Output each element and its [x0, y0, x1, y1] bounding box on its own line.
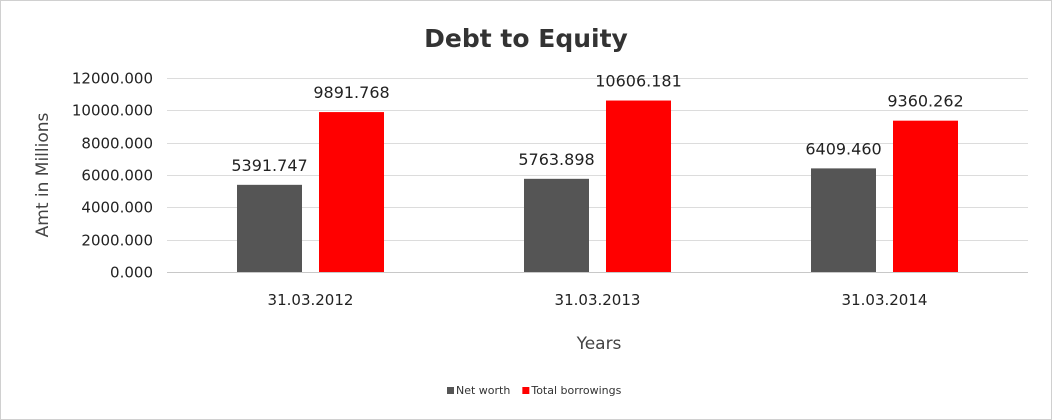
x-category-label: 31.03.2012	[268, 291, 354, 309]
legend-swatch	[522, 387, 530, 394]
data-label: 9891.768	[313, 83, 389, 102]
data-label: 6409.460	[805, 139, 881, 158]
x-category-label: 31.03.2013	[555, 291, 641, 309]
legend: Net worth Total borrowings	[447, 384, 622, 397]
y-tick-label: 10000.000	[72, 102, 153, 120]
y-axis-ticks: 0.000 2000.000 4000.000 6000.000 8000.000 100…	[72, 70, 153, 282]
y-tick-label: 12000.000	[72, 70, 153, 88]
bar-net-worth	[524, 178, 589, 272]
y-tick-label: 0.000	[110, 264, 153, 282]
y-tick-label: 8000.000	[81, 135, 153, 153]
chart-title: Debt to Equity	[424, 24, 628, 53]
data-label: 5763.898	[518, 150, 594, 169]
bar-net-worth	[811, 168, 876, 272]
data-labels: 5391.747 9891.768 5763.898 10606.181 6409.46…	[231, 72, 963, 175]
bars	[237, 100, 958, 272]
data-label: 5391.747	[231, 156, 307, 175]
y-tick-label: 6000.000	[81, 167, 153, 185]
x-category-label: 31.03.2014	[842, 291, 928, 309]
bar-net-worth	[237, 184, 302, 272]
data-label: 10606.181	[595, 72, 682, 91]
legend-label: Net worth	[456, 384, 510, 397]
y-axis-title: Amt in Millions	[33, 112, 53, 237]
y-tick-label: 4000.000	[81, 199, 153, 217]
y-tick-label: 2000.000	[81, 232, 153, 250]
bar-total-borrowings	[319, 112, 384, 272]
x-axis-categories: 31.03.2012 31.03.2013 31.03.2014	[268, 291, 928, 309]
legend-label: Total borrowings	[530, 384, 621, 397]
bar-total-borrowings	[893, 120, 958, 272]
bar-total-borrowings	[606, 100, 671, 272]
data-label: 9360.262	[887, 92, 963, 111]
gridlines	[167, 78, 1028, 273]
legend-swatch	[447, 387, 454, 394]
x-axis-title: Years	[576, 334, 622, 354]
